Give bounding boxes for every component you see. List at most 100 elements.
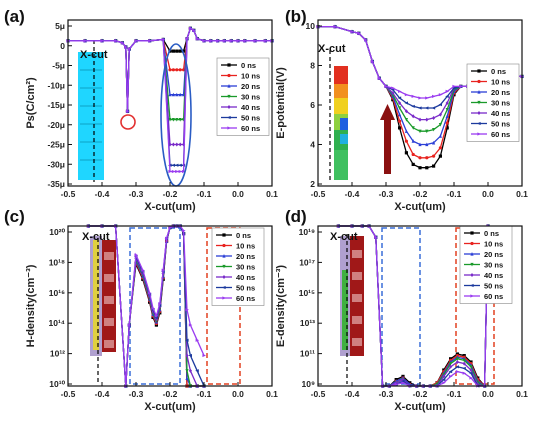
data-point [470,252,474,256]
data-point [185,37,189,41]
data-point [455,365,459,369]
data-point [168,225,172,230]
data-point [469,365,473,369]
x-axis-label: X-cut(um) [394,401,446,413]
data-point [398,101,402,105]
y-tick-label: 2 [310,179,315,189]
x-tick-label: -0.4 [345,189,360,199]
data-point [168,169,172,174]
data-point [404,129,408,133]
data-point [83,39,87,43]
data-point [178,169,183,174]
data-point [425,96,429,100]
data-point [441,378,446,382]
data-point [175,49,179,53]
data-point [377,76,382,80]
data-point [175,118,179,122]
data-point [425,166,429,170]
legend-entry: 40 ns [484,271,503,280]
y-tick-label: 10¹⁶ [49,288,65,298]
data-point [222,233,226,237]
data-point [432,140,436,145]
y-tick-label: 0 [60,41,65,51]
data-point [449,374,453,378]
data-point [391,86,395,90]
data-point [469,371,473,375]
data-point [445,101,449,105]
x-tick-label: -0.5 [311,389,326,399]
x-tick-label: -0.3 [379,389,394,399]
legend-entry: 50 ns [241,114,260,123]
data-point [418,142,422,147]
data-point [154,314,159,318]
data-point [333,25,337,29]
legend-entry: 10 ns [241,72,260,81]
data-point [449,364,453,369]
data-point [470,262,474,267]
y-axis-label: Ps(C/cm²) [25,77,37,129]
data-point [154,315,158,320]
data-point [477,90,481,94]
y-tick-label: 10¹⁴ [49,318,66,328]
panel-c-label: (c) [4,207,25,226]
data-point [470,283,474,288]
data-point [411,114,415,119]
data-point [438,134,442,138]
data-point [404,93,409,97]
data-point [185,369,189,373]
data-point [374,235,378,239]
legend-entry: 60 ns [491,130,510,139]
x-axis-label: X-cut(um) [394,201,446,213]
data-point [470,231,474,235]
data-point [161,268,166,272]
panel-a-cyan-stripes [80,69,102,161]
data-point [438,146,442,150]
data-point [448,370,453,374]
panel-c-xcut-label: X-cut [82,231,110,243]
x-tick-label: -0.3 [129,189,144,199]
data-point [445,108,449,112]
legend-entry: 60 ns [484,292,503,301]
data-point [175,142,179,147]
data-point [370,59,375,64]
data-point [222,264,226,269]
data-point [442,374,446,379]
data-point [114,39,118,43]
data-point [127,47,132,51]
x-tick-label: -0.1 [447,189,462,199]
data-point [178,163,182,167]
x-tick-label: -0.2 [413,189,428,199]
panel-d-xcut-label: X-cut [330,231,358,243]
data-point [462,366,466,370]
legend-entry: 20 ns [484,250,503,259]
data-point [425,156,429,160]
data-point [455,352,459,356]
data-point [445,94,449,98]
data-point [442,381,446,385]
data-point [125,109,130,113]
data-point [161,37,166,42]
data-point [424,106,429,110]
data-point [411,126,415,130]
data-point [462,361,466,366]
data-point [477,132,481,136]
y-tick-label: 8 [310,61,315,71]
data-point [178,118,182,122]
legend-entry: 30 ns [491,99,510,108]
y-axis-label: E-potential(V) [275,67,287,139]
data-point [425,129,429,134]
legend-entry: 40 ns [491,109,510,118]
y-tick-label: 10 [306,21,316,31]
data-point [202,39,206,43]
panel-d-axes: -0.5 -0.4 -0.3 -0.2 -0.1 0.0 0.1 10¹⁹ 10¹⁷ 10¹⁵ 10… [275,225,528,413]
data-point [227,126,231,130]
data-point [404,101,408,105]
y-axis-label: H-density(cm⁻³) [25,264,37,347]
x-tick-label: -0.5 [61,189,76,199]
legend-entry: 40 ns [241,103,260,112]
data-point [445,114,449,118]
data-point [188,353,192,358]
data-point [222,39,227,43]
